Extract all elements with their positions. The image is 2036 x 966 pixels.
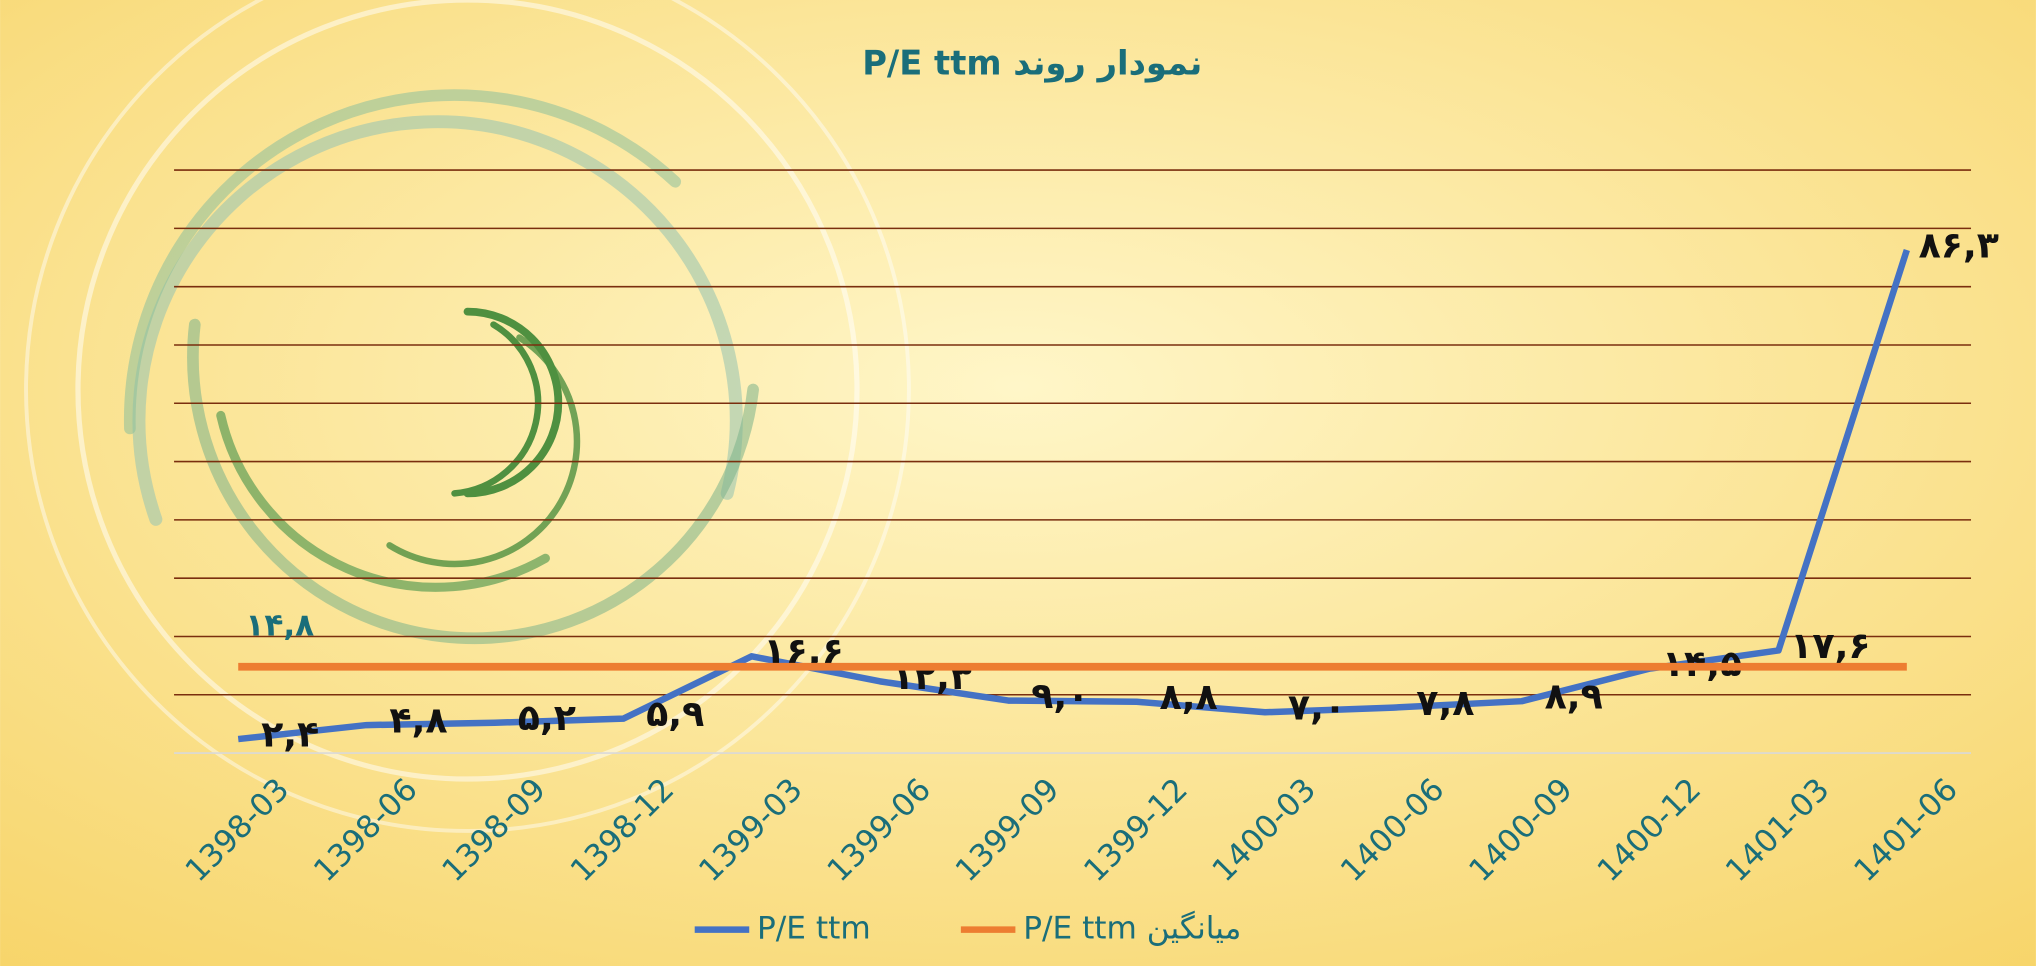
- data-label: ۸۶,۳: [1919, 223, 1999, 266]
- legend-label: میانگین P/E ttm: [1023, 911, 1241, 947]
- data-label: ۴,۸: [389, 698, 447, 741]
- data-label: ۲,۴: [261, 712, 319, 755]
- data-label: ۹,۰: [1031, 674, 1089, 717]
- series-line: [237, 248, 1910, 743]
- data-label: ۱۴,۸: [245, 608, 314, 644]
- decoration: [24, 0, 911, 833]
- data-label: ۷,۰: [1288, 686, 1346, 729]
- data-label: ۷,۸: [1416, 681, 1474, 724]
- data-label: ۱۲,۳: [892, 655, 972, 698]
- data-label: ۸,۸: [1160, 675, 1218, 718]
- data-label: ۵,۲: [518, 696, 576, 739]
- chart-title: نمودار روند P/E ttm: [862, 43, 1202, 83]
- data-label: ۱۷,۶: [1790, 624, 1870, 667]
- legend-label: P/E ttm: [757, 911, 871, 947]
- data-label: ۵,۹: [646, 692, 704, 735]
- data-label: ۸,۹: [1545, 675, 1603, 718]
